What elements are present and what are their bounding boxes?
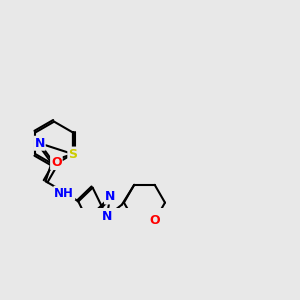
Text: S: S (68, 148, 77, 160)
Text: NH: NH (54, 187, 74, 200)
Text: O: O (149, 214, 160, 227)
Text: O: O (51, 156, 62, 169)
Text: N: N (105, 190, 116, 203)
Text: N: N (102, 210, 112, 223)
Text: N: N (34, 137, 45, 150)
